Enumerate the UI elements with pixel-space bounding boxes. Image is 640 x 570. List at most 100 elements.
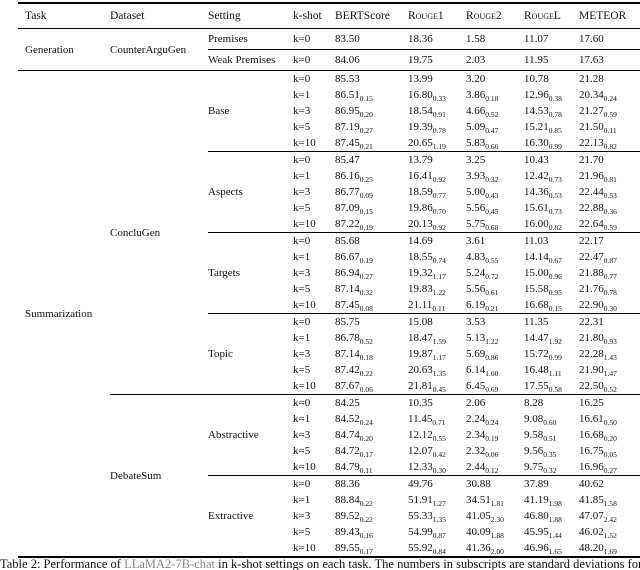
score-cell: 3.25 <box>466 151 524 168</box>
score-cell: 84.740.20 <box>335 429 373 444</box>
score-stddev: 0.78 <box>603 288 617 298</box>
score-cell: 21.270.59 <box>579 105 617 120</box>
setting-cell: Targets <box>208 232 293 314</box>
score-cell: 20.340.24 <box>579 89 617 104</box>
score-stddev: 1.58 <box>603 499 617 509</box>
score-stddev: 2.30 <box>490 515 504 525</box>
kshot-cell: k=5 <box>293 526 311 538</box>
score-cell: 14.69 <box>408 232 466 249</box>
score-cell: 49.76 <box>408 475 466 492</box>
caption-model-name: LLaMA2-7B-chat <box>124 557 216 570</box>
score-stddev: 0.11 <box>432 304 446 314</box>
score-cell: 48.201.69 <box>579 542 617 557</box>
score-stddev: 0.17 <box>359 547 373 557</box>
setting-cell: Base <box>208 70 293 152</box>
score-cell: 20.631.35 <box>408 364 446 379</box>
score-cell: 87.450.08 <box>335 299 373 314</box>
score-cell: 21.500.11 <box>579 121 617 136</box>
score-stddev: 1.35 <box>432 515 446 525</box>
setting-cell: Extractive <box>208 475 293 557</box>
score-stddev: 0.73 <box>548 207 562 217</box>
score-cell: 19.321.17 <box>408 267 446 282</box>
score-cell: 46.801.88 <box>524 510 562 525</box>
score-stddev: 0.09 <box>359 191 373 201</box>
score-stddev: 0.19 <box>485 434 499 444</box>
kshot-cell: k=0 <box>293 70 335 87</box>
kshot-cell: k=10 <box>293 218 316 230</box>
score-stddev: 0.74 <box>432 256 446 266</box>
score-cell: 84.520.24 <box>335 413 373 428</box>
score-cell: 19.75 <box>408 49 466 71</box>
setting-cell: Weak Premises <box>208 49 293 71</box>
score-cell: 89.430.16 <box>335 526 373 541</box>
kshot-cell: k=5 <box>293 121 311 133</box>
caption-text: in k-shot settings on each task. The num… <box>215 557 640 570</box>
score-cell: 87.190.27 <box>335 121 373 136</box>
score-cell: 21.760.78 <box>579 283 617 298</box>
score-stddev: 0.87 <box>432 531 446 541</box>
score-cell: 89.520.22 <box>335 510 373 525</box>
score-cell: 34.511.81 <box>466 494 504 509</box>
score-stddev: 1.52 <box>603 531 617 541</box>
score-cell: 17.550.58 <box>524 380 562 395</box>
score-cell: 51.911.27 <box>408 494 446 509</box>
kshot-cell: k=0 <box>293 232 335 249</box>
score-cell: 9.080.60 <box>524 413 557 428</box>
score-cell: 11.07 <box>524 33 549 45</box>
score-stddev: 0.21 <box>359 142 373 152</box>
setting-cell: Aspects <box>208 151 293 233</box>
score-cell: 22.281.43 <box>579 348 617 363</box>
score-stddev: 0.72 <box>485 272 499 282</box>
score-cell: 85.68 <box>335 232 408 249</box>
score-cell: 22.440.53 <box>579 186 617 201</box>
score-cell: 5.690.86 <box>466 348 499 363</box>
setting-cell: Abstractive <box>208 394 293 476</box>
score-stddev: 1.88 <box>548 515 562 525</box>
score-stddev: 0.82 <box>603 142 617 152</box>
score-cell: 15.720.99 <box>524 348 562 363</box>
score-stddev: 0.69 <box>485 385 499 395</box>
score-stddev: 1.00 <box>485 369 499 379</box>
score-stddev: 0.53 <box>603 191 617 201</box>
score-stddev: 1.69 <box>603 547 617 557</box>
col-header-task: Task <box>18 3 110 29</box>
score-stddev: 0.20 <box>603 434 617 444</box>
score-stddev: 0.92 <box>432 223 446 233</box>
score-stddev: 0.92 <box>432 175 446 185</box>
task-cell: Summarization <box>18 70 110 557</box>
score-cell: 11.03 <box>524 232 579 249</box>
score-stddev: 0.77 <box>603 272 617 282</box>
score-cell: 21.110.11 <box>408 299 446 314</box>
score-cell: 10.35 <box>408 394 466 411</box>
dataset-cell: DebateSum <box>110 394 208 557</box>
score-stddev: 0.55 <box>432 434 446 444</box>
score-stddev: 0.87 <box>603 256 617 266</box>
score-cell: 87.450.21 <box>335 137 373 152</box>
score-cell: 22.17 <box>579 232 640 249</box>
score-stddev: 0.77 <box>432 191 446 201</box>
score-stddev: 0.35 <box>543 450 557 460</box>
score-cell: 5.750.68 <box>466 218 499 233</box>
score-cell: 37.89 <box>524 475 579 492</box>
score-cell: 16.000.82 <box>524 218 562 233</box>
score-stddev: 0.78 <box>432 126 446 136</box>
kshot-cell: k=5 <box>293 283 311 295</box>
score-stddev: 0.81 <box>603 175 617 185</box>
score-cell: 21.70 <box>579 151 640 168</box>
score-stddev: 0.93 <box>603 337 617 347</box>
score-cell: 15.000.96 <box>524 267 562 282</box>
score-cell: 6.450.69 <box>466 380 499 395</box>
score-cell: 2.03 <box>466 49 524 71</box>
score-stddev: 1.43 <box>603 353 617 363</box>
score-cell: 5.560.61 <box>466 283 499 298</box>
score-cell: 22.640.59 <box>579 218 617 233</box>
score-stddev: 0.08 <box>359 304 373 314</box>
score-cell: 4.830.55 <box>466 251 499 266</box>
kshot-cell: k=3 <box>293 348 311 360</box>
score-cell: 16.750.05 <box>579 445 617 460</box>
score-cell: 22.31 <box>579 313 640 330</box>
score-stddev: 0.27 <box>603 466 617 476</box>
score-stddev: 0.84 <box>432 547 446 557</box>
score-cell: 15.610.73 <box>524 202 562 217</box>
score-cell: 87.090.15 <box>335 202 373 217</box>
